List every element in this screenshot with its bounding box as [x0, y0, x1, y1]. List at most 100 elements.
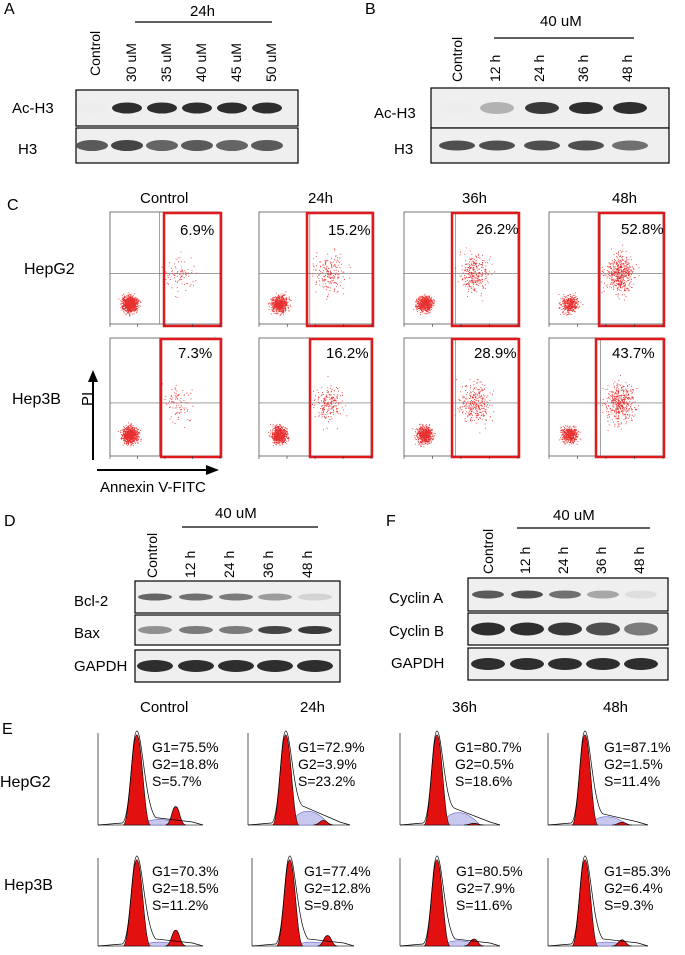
g2-value: G2=12.8%	[304, 880, 371, 896]
hep3b-36h-hist-g2-peak	[463, 938, 485, 947]
panel-a-lane: 35 uM	[158, 43, 174, 82]
hepg2-24h-hist-g2-peak	[313, 820, 334, 826]
cycle-stats: G1=70.3% G2=18.5% S=11.2%	[152, 863, 219, 914]
panel-a-h3-band	[251, 140, 283, 151]
panel-a-lane: 45 uM	[228, 43, 244, 82]
panel-b-group-label: 40 uM	[540, 13, 582, 30]
panel-d-bcl2-band	[179, 593, 213, 601]
flow-percentage: 16.2%	[326, 345, 369, 362]
panel-d-bax-band	[219, 626, 253, 634]
panel-f-gapdh-band	[624, 658, 658, 670]
hepg2-48h-plot-frame	[548, 211, 664, 325]
hep3b-48h-hist-fit-line	[547, 855, 649, 947]
s-value: S=18.6%	[455, 773, 513, 789]
hepg2-24h-plot-events	[267, 248, 351, 316]
panel-f-cyclin-a-band	[472, 590, 504, 599]
g1-value: G1=80.5%	[456, 863, 523, 879]
cycle-stats: G1=87.1% G2=1.5% S=11.4%	[604, 739, 671, 790]
panel-a-ac-h3-band	[217, 102, 247, 114]
panel-d-gapdh-band	[218, 660, 254, 672]
panel-b-row-label: H3	[394, 141, 414, 158]
annexin-arrow-head	[206, 465, 219, 475]
hepg2-48h-plot-events	[558, 244, 640, 316]
hep3b-control-hist-g1-peak	[122, 859, 151, 947]
panel-a-ac-h3-band	[182, 102, 212, 114]
panel-f-cyclin-b-band	[510, 622, 544, 636]
s-value: S=9.3%	[604, 897, 654, 913]
panel-d-gapdh-band	[178, 660, 214, 672]
flow-percentage: 26.2%	[476, 221, 519, 238]
cycle-column-title: 48h	[603, 699, 629, 716]
panel-d-row-label: Bcl-2	[74, 593, 109, 610]
hep3b-24h-hist-g2-peak	[317, 935, 338, 947]
cycle-row-label: Hep3B	[4, 877, 53, 894]
panel-f-lane: Control	[480, 528, 496, 574]
flow-y-axis-label: PI	[79, 391, 96, 406]
panel-b-row-label: Ac-H3	[374, 105, 416, 122]
s-value: S=11.2%	[152, 897, 209, 913]
hepg2-24h-plot-highlight-box	[305, 211, 375, 328]
hepg2-36h-hist-fit-line	[399, 730, 501, 826]
g1-value: G1=87.1%	[604, 739, 671, 755]
flow-percentage: 43.7%	[612, 345, 655, 362]
panel-b-h3-band	[612, 140, 648, 151]
panel-a-h3-band	[76, 140, 108, 151]
panel-a-h3-band	[111, 140, 143, 151]
hepg2-48h-hist-fit-line	[547, 730, 649, 826]
panel-d-bcl2-band	[219, 593, 253, 601]
panel-d-bax-band	[298, 626, 332, 634]
panel-f-cyclin-a-band	[625, 590, 657, 599]
panel-f-cyclin-b-band	[471, 622, 505, 636]
panel-d-bcl2-band	[138, 593, 172, 601]
panel-a-h3-band	[146, 140, 178, 151]
panel-letter-a: A	[4, 1, 15, 18]
g2-value: G2=6.4%	[604, 880, 663, 896]
hepg2-48h-plot-highlight-box	[597, 211, 666, 328]
hep3b-24h-plot-highlight-box	[308, 337, 374, 459]
panel-a-lane: Control	[87, 30, 103, 76]
hep3b-48h-plot-highlight-box	[594, 337, 666, 459]
panel-letter-c: C	[7, 197, 19, 214]
s-value: S=9.8%	[304, 897, 354, 913]
panel-b-lane: 36 h	[575, 54, 591, 82]
panel-a-lane: 30 uM	[123, 43, 139, 82]
flow-percentage: 7.3%	[178, 345, 213, 362]
flow-column-title: 48h	[612, 190, 638, 207]
panel-a-row-label: H3	[18, 141, 38, 158]
cycle-stats: G1=72.9% G2=3.9% S=23.2%	[298, 739, 365, 790]
hep3b-control-hist-fit-line	[97, 855, 204, 947]
cycle-stats: G1=80.5% G2=7.9% S=11.6%	[456, 863, 523, 914]
panel-d-gapdh-band	[297, 660, 333, 672]
cycle-column-title: 24h	[300, 699, 326, 716]
panel-b-h3-band	[479, 140, 515, 151]
hepg2-control-hist-fit-line	[97, 730, 204, 826]
panel-b-lane: 12 h	[487, 54, 503, 82]
flow-percentage: 28.9%	[474, 345, 517, 362]
hep3b-control-plot-events	[117, 383, 194, 447]
panel-f-gapdh-band	[548, 658, 582, 670]
hep3b-48h-hist-g2-peak	[611, 939, 633, 947]
panel-d-lane: 24 h	[221, 550, 237, 578]
panel-d-gapdh-band	[257, 660, 293, 672]
hep3b-24h-hist-g1-peak	[276, 859, 304, 947]
panel-b-lane: 48 h	[619, 54, 635, 82]
pi-arrow-head	[88, 370, 98, 382]
hepg2-24h-hist-fit-line	[247, 730, 351, 826]
panel-b-ac-h3-band	[613, 102, 647, 114]
panel-f-row-label: GAPDH	[391, 655, 445, 672]
panel-a-group-label: 24h	[190, 3, 216, 20]
panel-d-bax-band	[138, 626, 172, 634]
panel-f-cyclin-b-band	[624, 622, 658, 636]
panel-f-row-label: Cyclin A	[389, 590, 444, 607]
panel-d-bcl2-band	[298, 593, 332, 601]
panel-b-lane: 24 h	[531, 54, 547, 82]
panel-d-gapdh-band	[137, 660, 173, 672]
panel-d-bcl2-band	[258, 593, 292, 601]
hepg2-36h-hist-g2-peak	[463, 822, 485, 826]
panel-d-lane: 12 h	[182, 550, 198, 578]
hepg2-36h-plot-highlight-box	[450, 211, 521, 328]
g1-value: G1=75.5%	[152, 739, 219, 755]
g2-value: G2=0.5%	[455, 756, 514, 772]
